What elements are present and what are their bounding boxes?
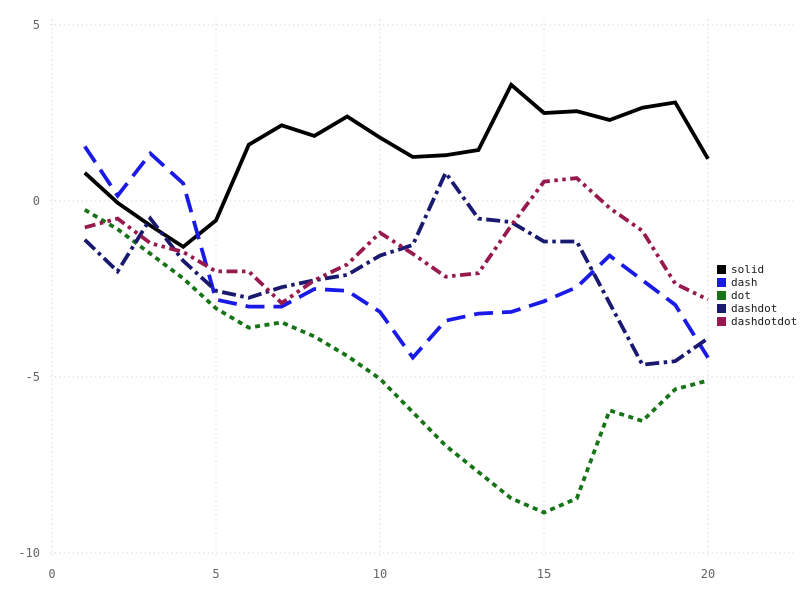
y-tick-label--10: -10	[18, 546, 40, 560]
legend-swatch-dash	[717, 278, 726, 287]
y-tick-label--5: -5	[26, 370, 40, 384]
legend-item-dashdot: dashdot	[717, 302, 797, 315]
legend-swatch-solid	[717, 265, 726, 274]
legend-label-dashdotdot: dashdotdot	[731, 315, 798, 328]
y-tick-label-0: 0	[33, 194, 40, 208]
series-line-dash	[83, 145, 710, 361]
legend-label-solid: solid	[731, 263, 765, 276]
legend-label-dash: dash	[731, 276, 758, 289]
series-line-dashdot	[83, 169, 710, 367]
legend-item-dash: dash	[717, 276, 797, 289]
series-line-solid	[83, 81, 710, 250]
x-tick-label-20: 20	[701, 567, 715, 581]
legend-item-solid: solid	[717, 263, 797, 276]
series-line-dot	[83, 208, 709, 515]
legend-item-dot: dot	[717, 289, 797, 302]
legend-item-dashdotdot: dashdotdot	[717, 315, 797, 328]
legend-swatch-dot	[717, 291, 726, 300]
legend-swatch-dashdot	[717, 304, 726, 313]
series-line-dashdotdot	[84, 176, 709, 306]
x-tick-label-5: 5	[212, 567, 219, 581]
legend-label-dashdot: dashdot	[731, 302, 778, 315]
x-tick-label-15: 15	[537, 567, 551, 581]
legend-label-dot: dot	[731, 289, 751, 302]
x-tick-label-10: 10	[373, 567, 387, 581]
legend-swatch-dashdotdot	[717, 317, 726, 326]
x-tick-label-0: 0	[48, 567, 55, 581]
y-tick-label-5: 5	[33, 18, 40, 32]
legend: solid dash dot dashdot dashdotdot	[717, 263, 797, 328]
